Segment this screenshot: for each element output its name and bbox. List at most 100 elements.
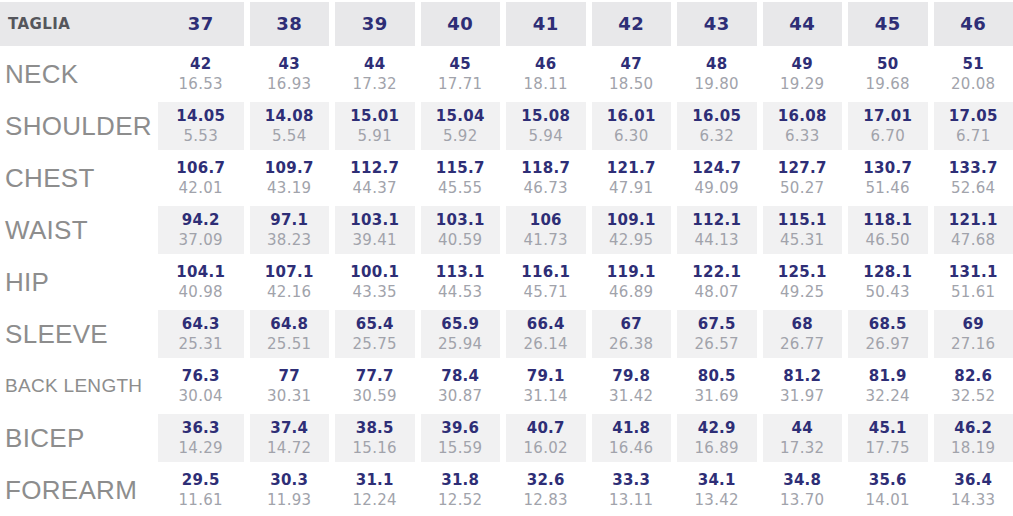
cell-inch-value: 5.91 (357, 127, 392, 146)
cell-inch-value: 15.16 (353, 439, 397, 458)
header-size-cell: 38 (244, 0, 330, 48)
row-label-cell: SLEEVE (0, 308, 158, 360)
cell-inch-value: 42.01 (179, 179, 223, 198)
cell-cm-value: 97.1 (270, 211, 308, 230)
cell-inch-value: 12.24 (353, 491, 397, 510)
cell-cm-value: 17.01 (863, 107, 912, 126)
table-body: NECK4216.534316.934417.324517.714618.114… (0, 48, 1013, 516)
data-cell: 4919.29 (757, 48, 843, 100)
cell-cm-value: 42 (190, 55, 211, 74)
cell-cm-value: 124.7 (692, 159, 741, 178)
cell-inch-value: 5.54 (272, 127, 307, 146)
cell-inch-value: 39.41 (353, 231, 397, 250)
header-size-label: 41 (533, 13, 559, 36)
cell-cm-value: 94.2 (182, 211, 220, 230)
cell-inch-value: 48.07 (695, 283, 739, 302)
cell-cm-value: 107.1 (265, 263, 314, 282)
data-cell: 38.515.16 (329, 412, 415, 464)
cell-cm-value: 104.1 (176, 263, 225, 282)
row-label: CHEST (5, 162, 95, 195)
row-label-cell: WAIST (0, 204, 158, 256)
cell-cm-value: 115.7 (436, 159, 485, 178)
data-cell: 133.752.64 (928, 152, 1013, 204)
cell-cm-value: 100.1 (350, 263, 399, 282)
data-cell: 16.086.33 (757, 100, 843, 152)
table-row: BICEP36.314.2937.414.7238.515.1639.615.5… (0, 412, 1013, 464)
cell-cm-value: 118.1 (863, 211, 912, 230)
cell-inch-value: 51.61 (951, 283, 995, 302)
header-size-label: 37 (188, 13, 214, 36)
header-size-cell: 40 (415, 0, 501, 48)
data-cell: 115.745.55 (415, 152, 501, 204)
cell-cm-value: 46 (535, 55, 556, 74)
cell-inch-value: 18.19 (951, 439, 995, 458)
data-cell: 116.145.71 (500, 256, 586, 308)
data-cell: 130.751.46 (842, 152, 928, 204)
data-cell: 66.426.14 (500, 308, 586, 360)
data-cell: 41.816.46 (586, 412, 672, 464)
cell-inch-value: 16.89 (695, 439, 739, 458)
data-cell: 17.056.71 (928, 100, 1013, 152)
cell-cm-value: 15.01 (350, 107, 399, 126)
cell-inch-value: 49.25 (780, 283, 824, 302)
cell-cm-value: 68 (792, 315, 813, 334)
header-size-cell: 41 (500, 0, 586, 48)
cell-cm-value: 45 (450, 55, 471, 74)
cell-inch-value: 44.13 (695, 231, 739, 250)
cell-cm-value: 16.01 (607, 107, 656, 126)
cell-cm-value: 103.1 (350, 211, 399, 230)
cell-cm-value: 131.1 (949, 263, 998, 282)
cell-inch-value: 20.08 (951, 75, 995, 94)
data-cell: 4216.53 (158, 48, 244, 100)
cell-inch-value: 40.59 (438, 231, 482, 250)
cell-inch-value: 30.31 (267, 387, 311, 406)
data-cell: 131.151.61 (928, 256, 1013, 308)
cell-cm-value: 106 (530, 211, 562, 230)
cell-cm-value: 16.08 (778, 107, 827, 126)
cell-cm-value: 64.3 (182, 315, 220, 334)
data-cell: 104.140.98 (158, 256, 244, 308)
cell-cm-value: 35.6 (869, 471, 907, 490)
data-cell: 16.056.32 (671, 100, 757, 152)
data-cell: 64.325.31 (158, 308, 244, 360)
cell-inch-value: 26.97 (866, 335, 910, 354)
data-cell: 67.526.57 (671, 308, 757, 360)
data-cell: 82.632.52 (928, 360, 1013, 412)
cell-inch-value: 44.37 (353, 179, 397, 198)
cell-inch-value: 25.94 (438, 335, 482, 354)
data-cell: 115.145.31 (757, 204, 843, 256)
cell-cm-value: 36.3 (182, 419, 220, 438)
cell-inch-value: 6.30 (614, 127, 649, 146)
data-cell: 79.831.42 (586, 360, 672, 412)
cell-inch-value: 27.16 (951, 335, 995, 354)
table-row: WAIST94.237.0997.138.23103.139.41103.140… (0, 204, 1013, 256)
table-row: HIP104.140.98107.142.16100.143.35113.144… (0, 256, 1013, 308)
cell-inch-value: 32.52 (951, 387, 995, 406)
data-cell: 36.314.29 (158, 412, 244, 464)
data-cell: 4417.32 (757, 412, 843, 464)
cell-cm-value: 31.1 (356, 471, 394, 490)
header-size-label: 39 (362, 13, 388, 36)
data-cell: 31.112.24 (329, 464, 415, 516)
data-cell: 4819.80 (671, 48, 757, 100)
header-size-label: 45 (875, 13, 901, 36)
data-cell: 14.055.53 (158, 100, 244, 152)
header-size-cell: 37 (158, 0, 244, 48)
data-cell: 81.932.24 (842, 360, 928, 412)
cell-cm-value: 46.2 (954, 419, 992, 438)
cell-inch-value: 31.42 (609, 387, 653, 406)
cell-cm-value: 122.1 (692, 263, 741, 282)
table-row: NECK4216.534316.934417.324517.714618.114… (0, 48, 1013, 100)
data-cell: 32.612.83 (500, 464, 586, 516)
data-cell: 112.744.37 (329, 152, 415, 204)
data-cell: 6826.77 (757, 308, 843, 360)
cell-inch-value: 12.52 (438, 491, 482, 510)
cell-cm-value: 15.08 (521, 107, 570, 126)
header-size-label: 42 (618, 13, 644, 36)
data-cell: 46.218.19 (928, 412, 1013, 464)
cell-inch-value: 13.11 (609, 491, 653, 510)
cell-cm-value: 45.1 (869, 419, 907, 438)
cell-cm-value: 125.1 (778, 263, 827, 282)
cell-cm-value: 14.08 (265, 107, 314, 126)
header-size-label: 44 (789, 13, 815, 36)
